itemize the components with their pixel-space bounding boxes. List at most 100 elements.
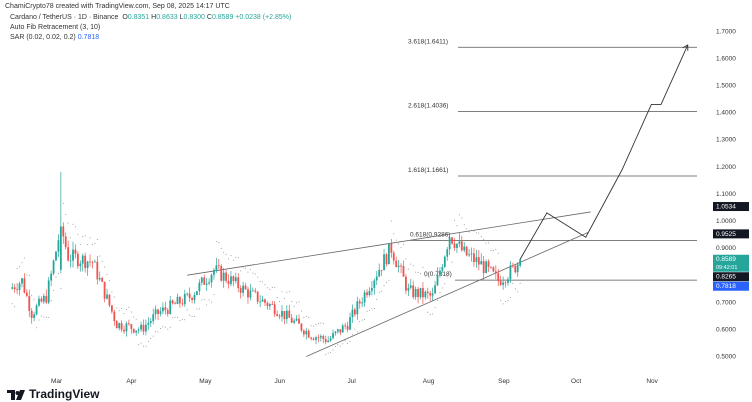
candle-body — [293, 320, 296, 323]
candle-body — [81, 255, 84, 264]
candle-body — [371, 287, 373, 291]
sar-dot — [327, 352, 329, 354]
sar-dot — [517, 291, 519, 293]
candle-body — [490, 266, 492, 268]
sar-dot — [191, 315, 193, 317]
candle-body — [419, 287, 422, 298]
sar-dot — [412, 265, 414, 267]
x-tick-label: Nov — [646, 378, 658, 385]
sar-dot — [159, 328, 161, 330]
sar-dot — [123, 313, 125, 315]
candle-body — [312, 338, 315, 340]
candle-body — [422, 287, 424, 298]
candle-body — [434, 285, 436, 294]
candle-body — [256, 291, 259, 302]
sar-dot — [186, 309, 188, 311]
candle-body — [118, 323, 121, 329]
candle-body — [130, 324, 133, 329]
candle-body — [188, 293, 191, 299]
sar-dot — [106, 274, 108, 276]
candle-body — [271, 304, 274, 305]
candle-body — [400, 265, 402, 267]
sar-dot — [19, 266, 21, 268]
sar-dot — [264, 284, 266, 286]
sar-dot — [488, 242, 490, 244]
candle-body — [431, 293, 434, 296]
sar-dot — [395, 239, 397, 241]
candle-body — [28, 296, 31, 311]
candle-body — [446, 249, 449, 257]
candle-body — [497, 273, 500, 282]
sar-dot — [235, 256, 237, 258]
candle-body — [52, 260, 55, 274]
y-tick-label: 1.3000 — [716, 137, 736, 144]
candle-body — [468, 254, 470, 256]
sar-dot — [305, 315, 307, 317]
fib-indicator-label[interactable]: Auto Fib Retracement (3, 10) — [10, 24, 101, 31]
sar-dot — [179, 320, 181, 322]
sar-dot — [351, 334, 353, 336]
candle-body — [25, 292, 28, 297]
sar-dot — [249, 269, 251, 271]
candle-body — [21, 278, 23, 284]
sar-dot — [48, 316, 50, 318]
sar-dot — [245, 267, 247, 269]
sar-dot — [67, 222, 69, 224]
candle-body — [315, 337, 317, 340]
sar-dot — [118, 310, 120, 312]
sar-dot — [14, 306, 16, 308]
candle-body — [494, 271, 497, 274]
candle-body — [363, 292, 366, 303]
x-tick-label: Sep — [498, 378, 510, 385]
sar-dot — [108, 279, 110, 281]
sar-dot — [402, 243, 404, 245]
candle-body — [57, 240, 60, 252]
sar-dot — [456, 225, 458, 227]
candle-body — [59, 226, 62, 270]
candle-body — [507, 279, 509, 283]
sar-dot — [310, 325, 312, 327]
sar-dot — [378, 291, 380, 293]
candle-body — [511, 265, 514, 267]
candle-body — [295, 318, 298, 321]
price-label: 1.0534 — [716, 204, 736, 211]
candle-body — [23, 278, 26, 293]
sar-dot — [502, 303, 504, 305]
candle-body — [55, 251, 57, 261]
candle-body — [300, 323, 303, 331]
sar-dot — [198, 308, 200, 310]
candle-body — [353, 309, 356, 315]
sar-dot — [57, 273, 59, 275]
sar-dot — [62, 202, 64, 204]
candle-body — [305, 330, 308, 335]
price-label: 0.7818 — [716, 283, 736, 290]
candle-body — [154, 309, 157, 315]
sar-indicator[interactable]: SAR (0.02, 0.02, 0.2) 0.7818 — [10, 34, 100, 41]
candle-body — [402, 265, 405, 277]
candle-body — [11, 287, 14, 289]
sar-dot — [432, 313, 434, 315]
candle-body — [166, 310, 169, 314]
sar-dot — [325, 354, 327, 356]
candle-body — [40, 298, 43, 302]
sar-dot — [164, 326, 166, 328]
candle-body — [473, 253, 475, 263]
candle-body — [230, 276, 232, 285]
sar-dot — [125, 308, 127, 310]
sar-dot — [194, 316, 196, 318]
sar-dot — [293, 305, 295, 307]
fib-level-label: 0(0.7818) — [424, 271, 452, 278]
sar-dot — [211, 301, 213, 303]
candle-body — [183, 293, 186, 305]
sar-dot — [237, 257, 239, 259]
candle-body — [261, 299, 264, 302]
candle-body — [232, 276, 235, 282]
y-tick-label: 1.0000 — [716, 218, 736, 225]
sar-dot — [121, 307, 123, 309]
candle-body — [251, 290, 254, 292]
candle-body — [480, 261, 483, 265]
sar-dot — [466, 228, 468, 230]
candle-body — [159, 311, 162, 314]
sar-dot — [111, 291, 113, 293]
